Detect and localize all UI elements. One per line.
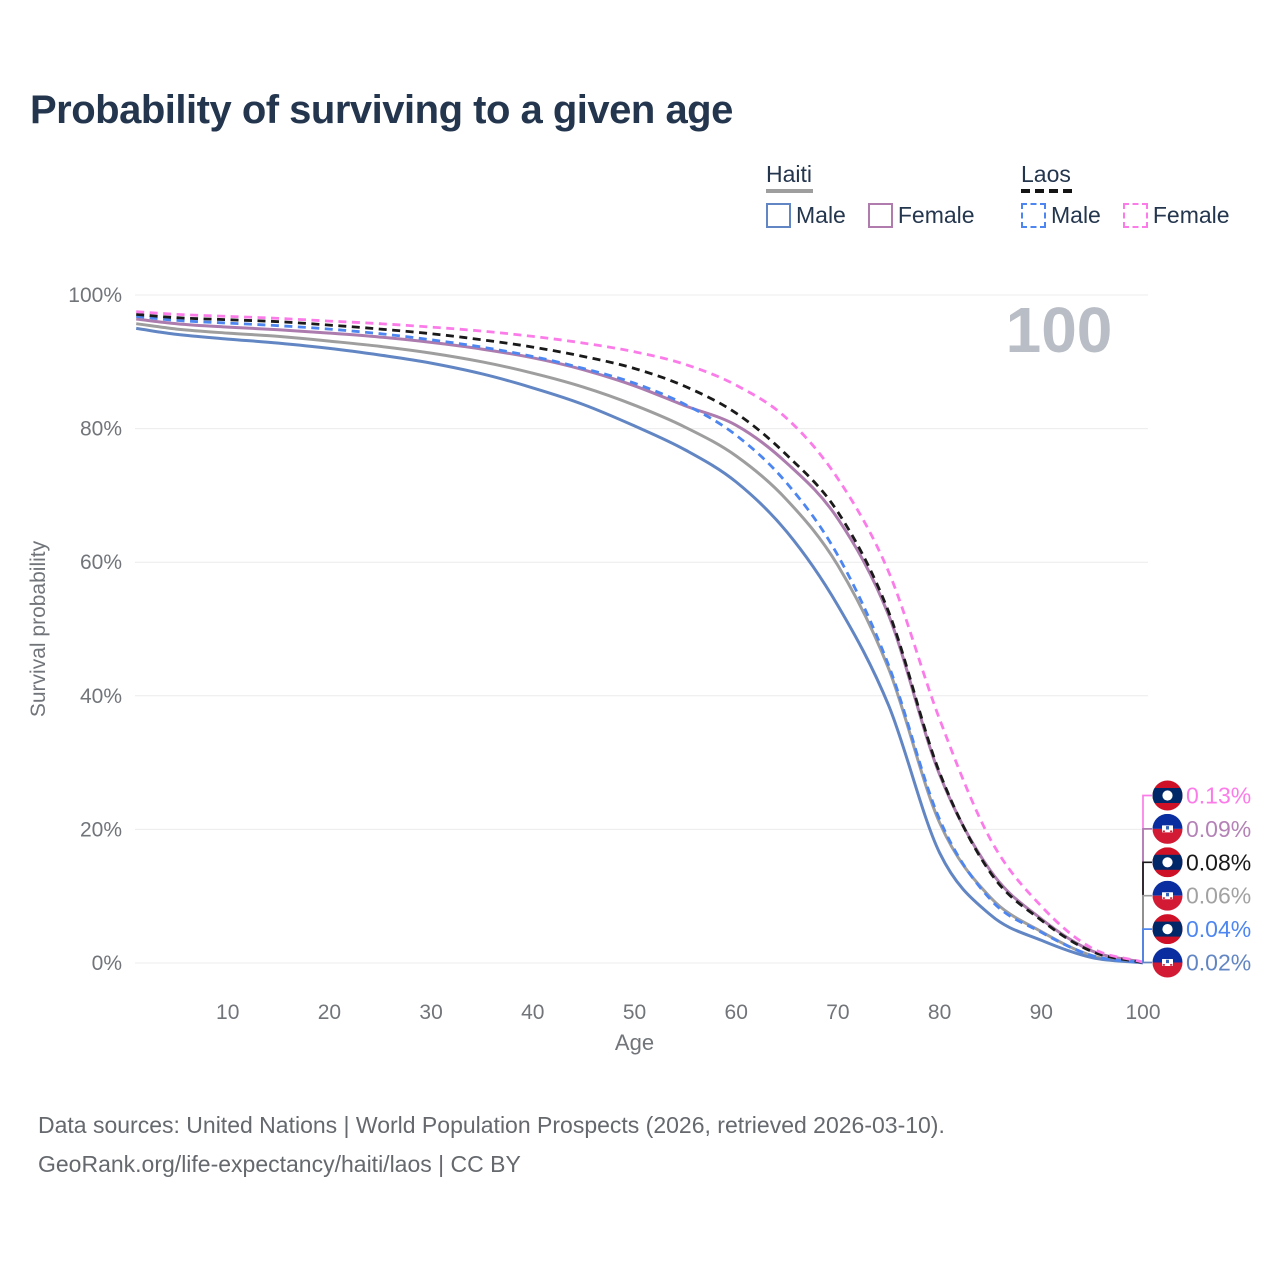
y-tick-label: 20% <box>80 818 122 841</box>
laos-flag-icon <box>1152 914 1183 945</box>
haiti-female-swatch-icon <box>867 203 893 228</box>
x-tick-label: 30 <box>419 1001 442 1024</box>
x-tick-label: 60 <box>725 1001 748 1024</box>
x-tick-label: 70 <box>826 1001 849 1024</box>
legend-group-haiti: Haiti Male Female <box>766 162 997 229</box>
x-tick-label: 100 <box>1125 1001 1160 1024</box>
haiti-flag-icon <box>1152 947 1183 978</box>
legend-group-laos: Laos Male Female <box>1021 162 1252 229</box>
laos-line-sample <box>1021 189 1073 193</box>
y-tick-label: 60% <box>80 551 122 574</box>
x-tick-label: 10 <box>216 1001 239 1024</box>
legend-item-haiti-male[interactable]: Male <box>766 202 846 229</box>
legend-header-laos-label: Laos <box>1021 161 1071 187</box>
end-value-label: 0.13% <box>1186 783 1251 809</box>
end-connector-laos-female <box>1142 794 1152 963</box>
footer: Data sources: United Nations | World Pop… <box>38 1106 945 1184</box>
legend-label: Male <box>796 202 846 228</box>
x-tick-label: 80 <box>928 1001 951 1024</box>
y-tick-label: 80% <box>80 418 122 441</box>
x-tick-label: 50 <box>623 1001 646 1024</box>
x-tick-label: 20 <box>318 1001 341 1024</box>
end-connector-laos-male <box>1142 928 1152 963</box>
legend-item-laos-female[interactable]: Female <box>1122 202 1230 229</box>
legend-item-laos-male[interactable]: Male <box>1021 202 1101 229</box>
curve-laos-male <box>136 315 1144 965</box>
legend-header-haiti[interactable]: Haiti <box>766 162 997 193</box>
legend-label: Female <box>897 202 975 228</box>
haiti-line-sample <box>766 189 813 193</box>
curve-laos-female <box>136 310 1144 964</box>
legend-label: Female <box>1152 202 1230 228</box>
y-tick-label: 0% <box>92 952 122 975</box>
page-title: Probability of surviving to a given age <box>30 88 733 132</box>
x-axis-title: Age <box>615 1030 654 1055</box>
curve-laos-all <box>136 313 1144 964</box>
end-value-label: 0.09% <box>1186 816 1251 842</box>
legend-header-laos[interactable]: Laos <box>1021 162 1252 193</box>
legend-item-haiti-female[interactable]: Female <box>867 202 975 229</box>
y-axis-title: Survival probability <box>27 540 50 717</box>
age-watermark: 100 <box>1006 294 1113 366</box>
end-value-label: 0.08% <box>1186 849 1251 875</box>
curve-haiti-male <box>135 326 1144 965</box>
x-tick-label: 40 <box>521 1001 544 1024</box>
curve-haiti-all <box>136 322 1144 965</box>
footer-data-sources: Data sources: United Nations | World Pop… <box>38 1112 945 1138</box>
end-value-label: 0.02% <box>1186 950 1251 976</box>
curve-haiti-female <box>136 317 1144 964</box>
haiti-male-swatch-icon <box>766 203 791 228</box>
y-tick-label: 40% <box>80 685 122 708</box>
end-value-label: 0.04% <box>1186 916 1251 942</box>
end-connector-laos-all <box>1142 861 1152 963</box>
y-tick-label: 100% <box>68 284 122 307</box>
end-value-label: 0.06% <box>1186 883 1251 909</box>
laos-male-swatch-icon <box>1021 203 1046 228</box>
x-tick-label: 90 <box>1030 1001 1053 1024</box>
haiti-flag-icon <box>1152 813 1183 844</box>
laos-flag-icon <box>1152 780 1183 811</box>
footer-attribution: GeoRank.org/life-expectancy/haiti/laos |… <box>38 1151 521 1177</box>
legend-header-haiti-label: Haiti <box>766 161 813 187</box>
laos-flag-icon <box>1152 847 1183 878</box>
haiti-flag-icon <box>1152 880 1183 911</box>
laos-female-swatch-icon <box>1122 203 1148 228</box>
legend-label: Male <box>1051 202 1101 228</box>
